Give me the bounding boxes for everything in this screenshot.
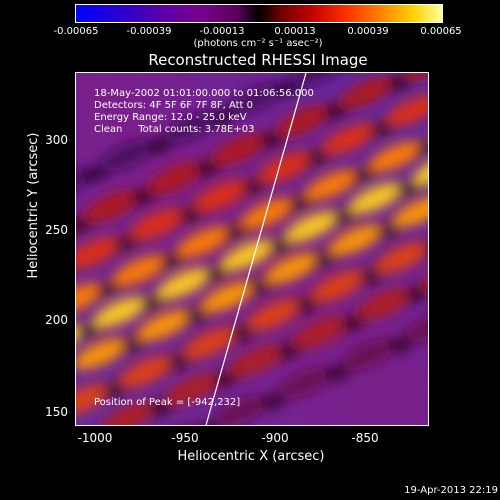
fringe-blob: [76, 168, 92, 200]
clean-info: Clean Total counts: 3.78E+03: [94, 124, 255, 135]
fringe-blob: [293, 316, 349, 349]
fringe-blob: [129, 208, 186, 240]
fringe-blob: [176, 226, 232, 258]
x-axis-title: Heliocentric X (arcsec): [177, 449, 325, 464]
fringe-blob: [257, 151, 314, 184]
fringe-blob: [136, 309, 193, 342]
x-tick-label: -950: [171, 431, 199, 445]
fringe-blob: [99, 139, 156, 172]
fringe-blob: [392, 195, 428, 228]
colorbar-tick: 0.00013: [274, 26, 316, 37]
fringe-blob: [264, 252, 321, 285]
fringe-blob: [76, 337, 129, 370]
fringe-blob: [385, 94, 428, 127]
fringe-blob: [92, 296, 149, 328]
fringe-blob: [339, 76, 396, 109]
colorbar-tick: -0.00065: [53, 26, 99, 37]
fringe-blob: [304, 169, 360, 201]
fringe-blob: [76, 384, 111, 416]
fringe-blob: [147, 162, 204, 194]
fringe-blob: [220, 239, 276, 271]
fringe-blob: [112, 254, 168, 287]
fringe-blob: [348, 182, 404, 214]
y-tick-label: 150: [45, 405, 68, 419]
fringe-blob: [76, 236, 122, 269]
fringe-blob: [211, 133, 268, 166]
fringe-blob: [200, 280, 257, 313]
plot-title: Reconstructed RHESSI Image: [148, 51, 368, 69]
fringe-blob: [193, 179, 250, 212]
colorbar-tick: 0.00039: [347, 26, 389, 37]
fringe-blob: [246, 298, 303, 331]
fringe-blob: [163, 111, 219, 144]
fringe-blob: [165, 373, 221, 405]
rhessi-image: [76, 73, 428, 425]
x-tick-label: -900: [261, 431, 289, 445]
fringe-blob: [284, 210, 340, 243]
fringe-blob: [277, 367, 333, 399]
colorbar-tick: -0.00039: [126, 26, 172, 37]
fringe-blob: [182, 327, 239, 359]
fringe-blob: [156, 267, 212, 300]
fringe-blob: [356, 287, 413, 320]
y-tick-label: 200: [45, 313, 68, 327]
timestamp: 19-Apr-2013 22:19: [404, 485, 498, 496]
fringe-blob: [101, 401, 157, 425]
fringe-gap: [416, 137, 428, 155]
colorbar-units: (photons cm⁻² s⁻¹ asec⁻²): [193, 38, 323, 49]
fringe-blob: [76, 283, 104, 315]
colorbar: [75, 4, 443, 23]
time-range: 18-May-2002 01:01:00.000 to 01:06:56.000: [94, 88, 314, 99]
fringe-blob: [341, 338, 397, 371]
fringe-blob: [118, 355, 175, 388]
fringe-blob: [227, 82, 283, 115]
y-tick-label: 300: [45, 133, 68, 147]
fringe-blob: [374, 241, 428, 274]
fringe-blob: [291, 73, 347, 87]
energy-range: Energy Range: 12.0 - 25.0 keV: [94, 112, 247, 123]
fringe-blob: [83, 190, 140, 223]
fringe-blob: [229, 344, 285, 377]
x-tick-label: -850: [351, 431, 379, 445]
limb-line: [205, 73, 307, 425]
detectors-info: Detectors: 4F 5F 6F 7F 8F, Att 0: [94, 100, 254, 111]
y-axis-title: Heliocentric Y (arcsec): [26, 132, 41, 279]
fringe-blob: [310, 270, 367, 302]
fringe-blob: [328, 223, 385, 256]
colorbar-tick: -0.00013: [199, 26, 245, 37]
fringe-blob: [240, 197, 296, 230]
fringe-blob: [213, 395, 269, 425]
image-plot: [75, 72, 429, 426]
x-tick-label: -1000: [77, 431, 113, 445]
fringe-blob: [412, 153, 428, 186]
y-tick-label: 250: [45, 223, 68, 237]
fringe-blob: [321, 122, 378, 155]
fringe-blob: [405, 310, 428, 342]
colorbar-tick: 0.00065: [420, 26, 462, 37]
fringe-blob: [368, 140, 424, 173]
peak-position: Position of Peak = [-942,232]: [94, 397, 241, 408]
